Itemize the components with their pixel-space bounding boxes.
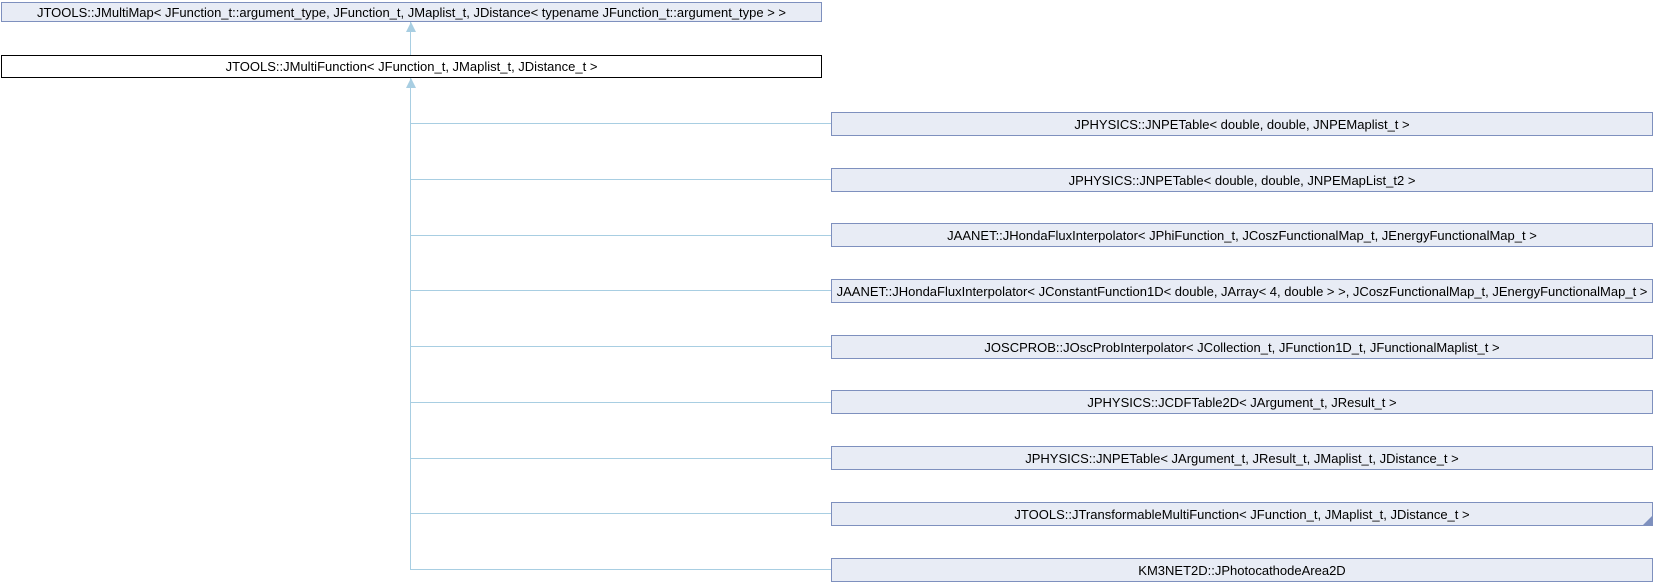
node-jnpetable-double-maplist[interactable]: JPHYSICS::JNPETable< double, double, JNP… (831, 112, 1653, 136)
node-label: JOSCPROB::JOscProbInterpolator< JCollect… (984, 339, 1500, 355)
node-jhondafluxinterpolator-constantfunction[interactable]: JAANET::JHondaFluxInterpolator< JConstan… (831, 279, 1653, 303)
edge-branch (411, 458, 831, 459)
edge-branch (411, 569, 831, 570)
node-jhondafluxinterpolator-phifunction[interactable]: JAANET::JHondaFluxInterpolator< JPhiFunc… (831, 223, 1653, 247)
node-label: JAANET::JHondaFluxInterpolator< JConstan… (836, 283, 1648, 299)
node-jmultifunction-focus: JTOOLS::JMultiFunction< JFunction_t, JMa… (1, 55, 822, 78)
edge-branch (411, 346, 831, 347)
node-label: JAANET::JHondaFluxInterpolator< JPhiFunc… (947, 227, 1537, 243)
truncated-corner-icon (1643, 516, 1652, 525)
edge-focus-to-parent (410, 22, 411, 55)
node-jmultimap[interactable]: JTOOLS::JMultiMap< JFunction_t::argument… (1, 2, 822, 22)
edge-branch (411, 179, 831, 180)
node-label: KM3NET2D::JPhotocathodeArea2D (1138, 562, 1346, 578)
edge-trunk (410, 78, 411, 570)
edge-branch (411, 235, 831, 236)
edge-branch (411, 402, 831, 403)
node-joscprobinterpolator[interactable]: JOSCPROB::JOscProbInterpolator< JCollect… (831, 335, 1653, 359)
edge-branch (411, 123, 831, 124)
node-jcdftable2d[interactable]: JPHYSICS::JCDFTable2D< JArgument_t, JRes… (831, 390, 1653, 414)
node-jphotocathodearea2d[interactable]: KM3NET2D::JPhotocathodeArea2D (831, 558, 1653, 582)
node-label: JPHYSICS::JNPETable< double, double, JNP… (1068, 172, 1416, 188)
node-label: JTOOLS::JMultiFunction< JFunction_t, JMa… (225, 59, 598, 74)
node-jnpetable-double-maplist2[interactable]: JPHYSICS::JNPETable< double, double, JNP… (831, 168, 1653, 192)
node-label: JPHYSICS::JNPETable< double, double, JNP… (1074, 116, 1410, 132)
node-label: JPHYSICS::JCDFTable2D< JArgument_t, JRes… (1087, 394, 1397, 410)
node-jtransformablemultifunction[interactable]: JTOOLS::JTransformableMultiFunction< JFu… (831, 502, 1653, 526)
node-label: JTOOLS::JTransformableMultiFunction< JFu… (1014, 506, 1470, 522)
edge-branch (411, 513, 831, 514)
node-label: JTOOLS::JMultiMap< JFunction_t::argument… (36, 4, 787, 20)
edge-branch (411, 290, 831, 291)
inheritance-arrowhead-icon (406, 22, 416, 32)
node-label: JPHYSICS::JNPETable< JArgument_t, JResul… (1025, 450, 1459, 466)
inheritance-arrowhead-icon (406, 78, 416, 88)
node-jnpetable-argument-result[interactable]: JPHYSICS::JNPETable< JArgument_t, JResul… (831, 446, 1653, 470)
